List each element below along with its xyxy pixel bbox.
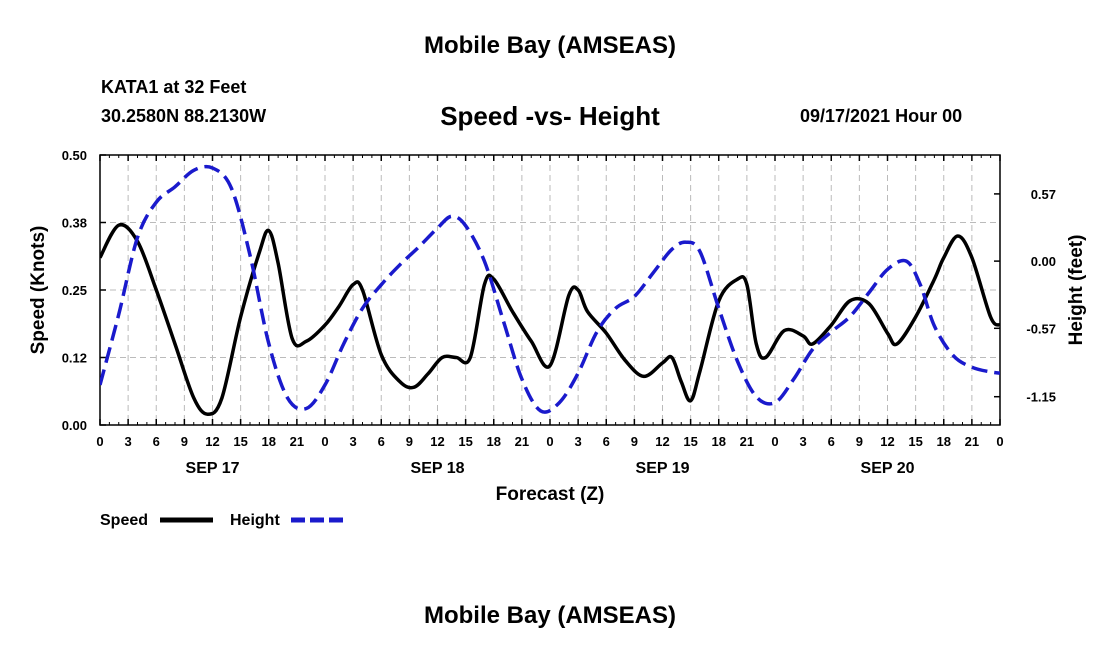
date-label: SEP 18 <box>411 460 465 477</box>
date-label: SEP 20 <box>861 460 915 477</box>
speed-series-line <box>100 222 1000 416</box>
series-group <box>100 164 1000 416</box>
x-tick-label: 12 <box>880 434 894 449</box>
x-tick-label: 0 <box>546 434 553 449</box>
x-tick-label: 9 <box>181 434 188 449</box>
y2-tick-label: -0.57 <box>1026 321 1056 336</box>
y-tick-label: 0.38 <box>62 216 87 231</box>
y-axis-label-right: Height (feet) <box>1066 235 1087 346</box>
x-tick-label: 12 <box>205 434 219 449</box>
x-tick-label: 3 <box>350 434 357 449</box>
forecast-datetime: 09/17/2021 Hour 00 <box>800 106 963 126</box>
x-tick-label: 12 <box>430 434 444 449</box>
y-tick-label: 0.25 <box>62 283 87 298</box>
chart-title: Mobile Bay (AMSEAS) <box>423 32 677 59</box>
x-tick-label: 0 <box>321 434 328 449</box>
grid-lines <box>100 155 1000 425</box>
x-tick-label: 18 <box>487 434 501 449</box>
y2-tick-label: 0.57 <box>1031 187 1056 202</box>
x-tick-label: 15 <box>683 434 697 449</box>
x-tick-label: 3 <box>800 434 807 449</box>
plot-border <box>99 154 1001 426</box>
x-tick-label: 21 <box>515 434 529 449</box>
x-tick-label: 3 <box>575 434 582 449</box>
x-tick-label: 9 <box>406 434 413 449</box>
x-tick-label: 21 <box>965 434 979 449</box>
date-label: SEP 17 <box>186 460 240 477</box>
y-axis-label-left: Speed (Knots) <box>28 226 49 355</box>
y2-tick-label: 0.00 <box>1031 254 1056 269</box>
x-tick-label: 12 <box>655 434 669 449</box>
legend-speed-label: Speed <box>100 512 148 529</box>
x-tick-label: 0 <box>96 434 103 449</box>
chart-subtitle: Speed -vs- Height <box>440 101 660 131</box>
x-tick-label: 15 <box>458 434 472 449</box>
x-tick-label: 18 <box>937 434 951 449</box>
tick-labels: 0 3 6 9 12 15 18 21 0 3 6 9 12 15 18 21 0 3 6 9 12 15 18 21 0 3 6 9… <box>62 148 1056 477</box>
y2-tick-label: -1.15 <box>1026 390 1056 405</box>
y-tick-label: 0.00 <box>62 418 87 433</box>
date-label: SEP 19 <box>636 460 690 477</box>
x-tick-label: 15 <box>908 434 922 449</box>
x-tick-label: 0 <box>996 434 1003 449</box>
x-tick-label: 9 <box>631 434 638 449</box>
x-tick-label: 21 <box>290 434 304 449</box>
x-tick-label: 3 <box>125 434 132 449</box>
legend: Speed Height <box>100 512 343 529</box>
legend-height-label: Height <box>230 512 280 529</box>
x-tick-label: 9 <box>856 434 863 449</box>
x-tick-label: 18 <box>712 434 726 449</box>
y-tick-label: 0.12 <box>62 351 87 366</box>
station-label: KATA1 at 32 Feet <box>101 77 247 97</box>
x-tick-label: 15 <box>233 434 247 449</box>
x-tick-label: 21 <box>740 434 754 449</box>
x-tick-label: 6 <box>378 434 385 449</box>
x-axis-label: Forecast (Z) <box>496 484 605 505</box>
x-tick-label: 6 <box>828 434 835 449</box>
height-series-line <box>100 164 1000 414</box>
y-tick-label: 0.50 <box>62 148 87 163</box>
x-tick-label: 6 <box>153 434 160 449</box>
x-tick-label: 6 <box>603 434 610 449</box>
x-tick-label: 0 <box>771 434 778 449</box>
plot-frame <box>99 154 1001 426</box>
coordinates-label: 30.2580N 88.2130W <box>101 106 267 126</box>
x-tick-label: 18 <box>262 434 276 449</box>
footer-title: Mobile Bay (AMSEAS) <box>423 602 677 629</box>
